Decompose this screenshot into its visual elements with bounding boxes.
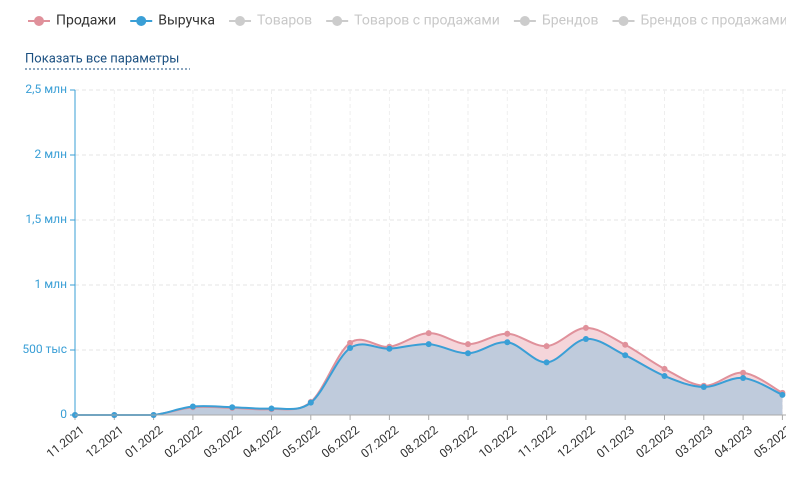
legend-marker	[34, 16, 44, 26]
legend-marker	[235, 16, 246, 26]
point	[622, 341, 629, 348]
legend-label[interactable]: Брендов с продажами	[641, 13, 786, 29]
point	[504, 339, 511, 346]
point	[740, 369, 747, 376]
point	[622, 352, 629, 359]
x-tick-label: 04.2023	[712, 423, 755, 461]
point	[740, 374, 747, 381]
x-tick-label: 01.2022	[122, 423, 165, 461]
x-tick-label: 08.2022	[397, 423, 440, 461]
x-tick-label: 05.2023	[751, 423, 786, 461]
x-tick-label: 12.2021	[83, 423, 126, 461]
point	[425, 341, 432, 348]
legend-label[interactable]: Товаров с продажами	[354, 13, 500, 29]
legend-marker	[519, 16, 530, 26]
x-tick-label: 03.2022	[201, 423, 244, 461]
y-tick-label: 500 тыс	[22, 342, 67, 356]
point	[189, 403, 196, 410]
x-tick-label: 02.2022	[162, 423, 205, 461]
x-tick-label: 04.2022	[240, 423, 283, 461]
point	[268, 405, 275, 412]
point	[661, 373, 668, 379]
y-tick-label: 1 млн	[35, 277, 67, 291]
x-tick-label: 09.2022	[437, 423, 480, 461]
legend-label[interactable]: Товаров	[257, 13, 312, 29]
point	[779, 391, 786, 398]
legend-label[interactable]: Брендов	[542, 13, 599, 29]
point	[425, 330, 432, 337]
point	[582, 335, 589, 342]
show-all-link[interactable]: Показать все параметры	[25, 51, 179, 66]
x-tick-label: 02.2023	[633, 423, 676, 461]
point	[386, 345, 393, 352]
point	[504, 330, 511, 337]
x-tick-label: 06.2022	[319, 423, 362, 461]
x-tick-label: 11.2021	[44, 423, 87, 461]
point	[582, 324, 589, 331]
y-tick-label: 2 млн	[35, 147, 67, 161]
point	[543, 359, 550, 366]
legend-label[interactable]: Выручка	[158, 13, 215, 29]
point	[347, 345, 354, 352]
x-tick-label: 12.2022	[555, 423, 598, 461]
x-tick-label: 01.2023	[594, 423, 637, 461]
y-tick-label: 2,5 млн	[25, 82, 67, 96]
legend-marker	[618, 16, 629, 26]
x-tick-label: 05.2022	[280, 423, 323, 461]
point	[347, 339, 354, 346]
point	[229, 404, 236, 411]
x-tick-label: 07.2022	[358, 423, 401, 461]
point	[465, 350, 471, 357]
x-tick-label: 11.2022	[515, 423, 558, 461]
point	[543, 343, 550, 350]
legend-marker	[136, 16, 147, 26]
point	[465, 341, 471, 348]
point	[700, 384, 707, 391]
x-tick-label: 03.2023	[673, 423, 716, 461]
legend-label[interactable]: Продажи	[56, 13, 116, 29]
area	[75, 338, 783, 415]
y-tick-label: 0	[60, 407, 67, 421]
y-tick-label: 1,5 млн	[25, 212, 67, 226]
point	[661, 365, 668, 372]
point	[307, 399, 314, 406]
legend-marker	[332, 16, 343, 26]
x-tick-label: 10.2022	[476, 423, 519, 461]
